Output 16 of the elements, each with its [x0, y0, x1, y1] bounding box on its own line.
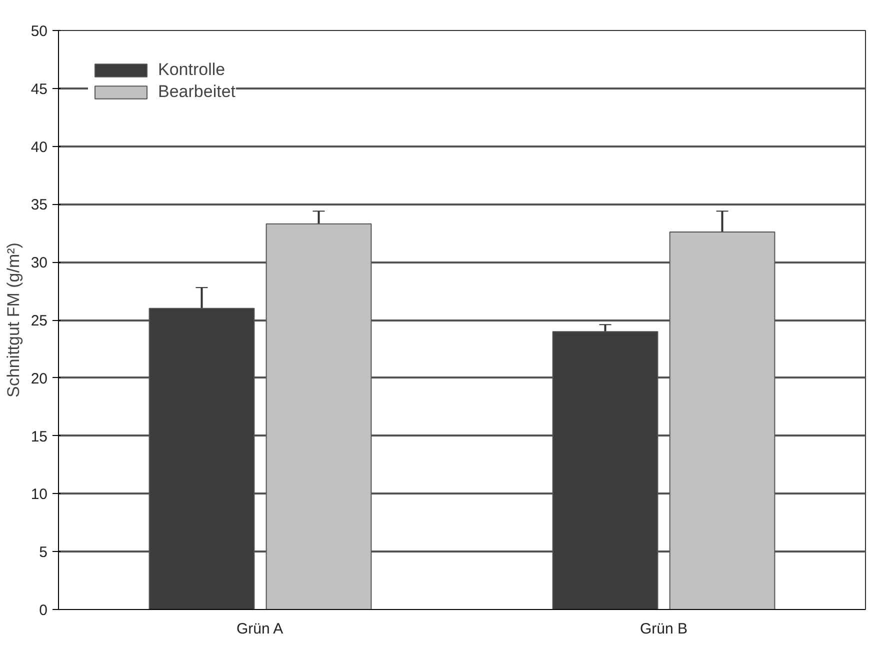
legend-label: Bearbeitet — [158, 82, 236, 102]
y-tick-label: 20 — [30, 370, 48, 388]
y-tick-label: 5 — [39, 544, 48, 562]
y-axis-title: Schnittgut FM (g/m²) — [4, 242, 23, 398]
y-tick-label: 50 — [30, 23, 48, 40]
y-tick-label: 30 — [30, 254, 48, 272]
y-tick-label: 15 — [30, 428, 48, 446]
y-tick-label: 35 — [30, 196, 48, 214]
x-tick-label: Grün B — [640, 620, 688, 638]
x-tick-label: Grün A — [236, 620, 284, 638]
y-tick-label: 45 — [30, 80, 48, 98]
y-tick-label: 40 — [30, 138, 48, 156]
legend-label: Kontrolle — [158, 60, 226, 80]
y-tick-label: 25 — [30, 312, 48, 330]
y-tick-label: 10 — [30, 486, 48, 504]
y-tick-label: 0 — [39, 602, 48, 619]
